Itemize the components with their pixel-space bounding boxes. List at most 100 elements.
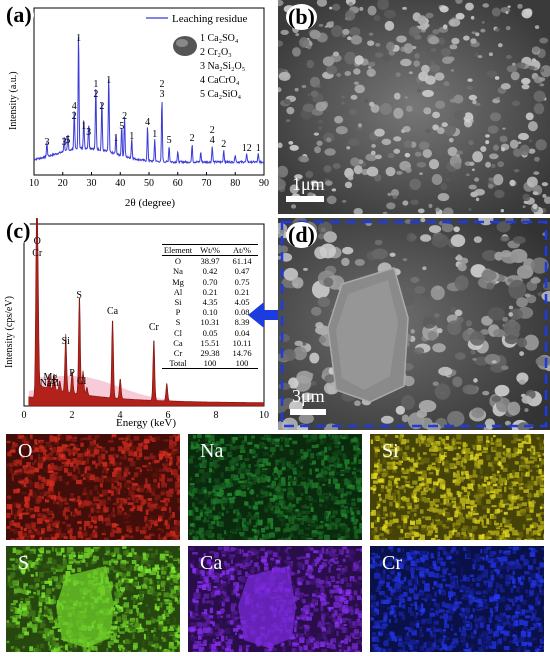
xrd-tick-label: 90 — [259, 178, 269, 189]
table-row: Ca 15.51 10.11 — [162, 338, 258, 348]
table-cell: 0.08 — [234, 307, 250, 318]
table-cell: Cl — [173, 327, 183, 338]
xrd-tick-label: 20 — [58, 178, 68, 189]
xrd-peak-label: 2 — [159, 79, 164, 90]
table-row: Cr 29.38 14.76 — [162, 348, 258, 358]
map-si: Si — [370, 434, 544, 540]
xrd-peak-label: 3 — [44, 137, 49, 148]
xrd-peak-label: 5 — [65, 135, 70, 146]
table-row: Na 0.42 0.47 — [162, 266, 258, 276]
table-row: Mg 0.70 0.75 — [162, 277, 258, 287]
panel-label-d: (d) — [286, 222, 317, 248]
table-cell: 29.38 — [200, 348, 220, 359]
map-label-si: Si — [382, 440, 399, 462]
table-cell: 0.42 — [202, 266, 218, 277]
table-row: S 10.31 8.39 — [162, 317, 258, 327]
eds-ylabel: Intensity (cps/eV) — [4, 296, 15, 368]
eds-peak-label: S — [76, 290, 82, 301]
xrd-peak-label: 2 — [122, 111, 127, 122]
eds-peak-label: Si — [62, 336, 71, 347]
panel-label-a: (a) — [4, 2, 34, 28]
table-cell: 10.11 — [232, 337, 252, 348]
xrd-legend: Leaching residue — [172, 13, 248, 25]
eds-tick-label: 6 — [166, 410, 171, 421]
xrd-tick-label: 80 — [230, 178, 240, 189]
eds-tick-label: 10 — [259, 410, 269, 421]
eds-tick-label: 2 — [70, 410, 75, 421]
eds-peak-label: Mg — [43, 372, 57, 383]
table-row: Cl 0.05 0.04 — [162, 328, 258, 338]
xrd-ylabel: Intensity (a.u.) — [8, 71, 19, 130]
table-header: Element — [163, 245, 193, 255]
table-cell: 10.31 — [200, 317, 220, 328]
eds-tick-label: 8 — [214, 410, 219, 421]
arrow-icon — [248, 302, 284, 328]
table-cell: 15.51 — [200, 337, 220, 348]
map-label-ca: Ca — [200, 552, 223, 574]
xrd-tick-label: 70 — [202, 178, 212, 189]
eds-xlabel: Energy (keV) — [116, 417, 176, 429]
table-row: P 0.10 0.08 — [162, 307, 258, 317]
panel-label-c: (c) — [4, 218, 33, 244]
eds-table: Element Wt/% At/% O 38.97 61.14 Na 0.42 0.47 Mg 0.… — [162, 244, 258, 370]
xrd-peak-label: 3 — [159, 89, 164, 100]
xrd-peak-label: 1 — [129, 131, 134, 142]
xrd-peak-label: 4 — [145, 117, 150, 128]
xrd-pattern-line — [33, 36, 265, 165]
table-cell: 38.97 — [200, 256, 220, 267]
xrd-peak-label: 3 — [86, 127, 91, 138]
eds-peak-label: Ca — [107, 306, 119, 317]
table-cell: 0.21 — [234, 286, 250, 297]
xrd-peak-label: 2 — [221, 139, 226, 150]
eds-peak-label: P — [69, 368, 75, 379]
table-cell: 0.04 — [234, 327, 250, 338]
map-s: S — [6, 546, 180, 652]
table-cell: Si — [174, 297, 182, 308]
xrd-peak-label: 1 — [106, 75, 111, 86]
table-cell: Cr — [173, 348, 183, 359]
map-label-o: O — [18, 440, 33, 462]
table-cell: Na — [173, 266, 183, 277]
eds-panel: 0 2 4 6 8 10 O Cr S Si Ca Cr Mg Na Al P Cl Intensity (c… — [0, 186, 272, 430]
table-row: O 38.97 61.14 — [162, 256, 258, 266]
table-cell: O — [174, 256, 182, 267]
scale-bar-b — [286, 196, 324, 202]
xrd-peak-label: 3 — [62, 137, 67, 148]
map-cr: Cr — [370, 546, 544, 652]
xrd-xlabel: 2θ (degree) — [125, 197, 175, 209]
eds-peak-label: Cr — [149, 322, 160, 333]
eds-peak-label: Cl — [77, 376, 87, 387]
sem-texture-b — [278, 0, 550, 214]
xrd-peak-label: 12 — [242, 143, 252, 154]
table-row: Total 100 100 — [162, 358, 258, 370]
xrd-peak-label: 1 — [152, 129, 157, 140]
xrd-peak-label: 1 — [93, 79, 98, 90]
eds-tick-label: 4 — [118, 410, 123, 421]
scale-label-d: 3μm — [292, 386, 325, 406]
table-cell: 4.05 — [234, 297, 250, 308]
eds-tick-label: 0 — [22, 410, 27, 421]
table-cell: 4.35 — [202, 297, 218, 308]
map-na: Na — [188, 434, 362, 540]
table-cell: 0.75 — [234, 276, 250, 287]
xrd-peak-label: 5 — [119, 121, 124, 132]
xrd-peak-label: 2 — [99, 101, 104, 112]
sem-image-b: (b) 1μm — [278, 0, 550, 214]
table-cell: Ca — [173, 337, 183, 348]
xrd-peak-label: 2 — [93, 89, 98, 100]
scale-bar-d — [290, 409, 326, 415]
table-cell: Total — [169, 358, 187, 369]
xrd-tick-label: 60 — [173, 178, 183, 189]
xrd-peak-label: 1 — [76, 33, 81, 44]
xrd-chart: 10 20 30 40 50 60 70 80 90 13 3524132121152141325… — [8, 7, 269, 209]
scale-label-b: 1μm — [292, 174, 325, 194]
table-row: Al 0.21 0.21 — [162, 287, 258, 297]
xrd-peak-label: 1 — [256, 143, 261, 154]
table-cell: S — [175, 317, 181, 328]
table-cell: Al — [173, 286, 183, 297]
eds-peak-label: O — [34, 236, 41, 247]
phase-4: 4 CaCrO₄ — [200, 75, 240, 86]
table-cell: 61.14 — [232, 256, 252, 267]
xrd-tick-label: 30 — [87, 178, 97, 189]
